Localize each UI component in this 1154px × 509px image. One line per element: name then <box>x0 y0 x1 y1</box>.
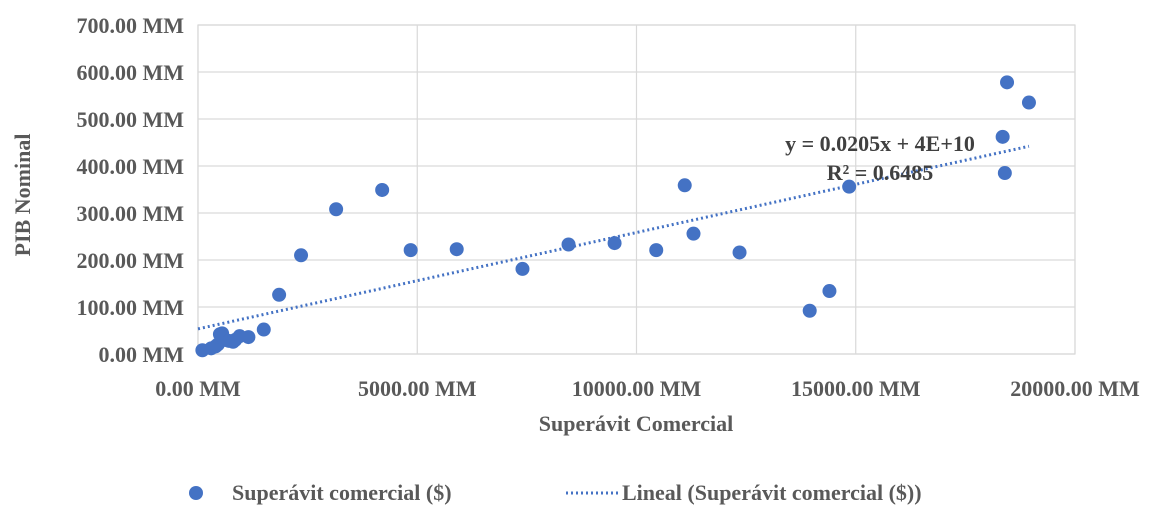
x-tick-label: 15000.00 MM <box>791 376 921 401</box>
legend-label-trendline: Lineal (Superávit comercial ($)) <box>622 480 922 505</box>
data-point <box>256 322 271 337</box>
x-tick-label: 10000.00 MM <box>572 376 702 401</box>
y-tick-label: 600.00 MM <box>76 60 184 85</box>
y-axis-title: PIB Nominal <box>10 134 35 257</box>
y-tick-label: 500.00 MM <box>76 107 184 132</box>
legend-marker-series-1 <box>189 486 203 500</box>
data-point <box>272 287 287 302</box>
y-tick-label: 0.00 MM <box>98 342 184 367</box>
data-point <box>294 248 309 263</box>
data-point <box>802 303 817 318</box>
data-point <box>375 182 390 197</box>
legend: Superávit comercial ($) Lineal (Superávi… <box>189 480 922 505</box>
y-tick-label: 100.00 MM <box>76 295 184 320</box>
data-point <box>649 243 664 258</box>
y-tick-label: 400.00 MM <box>76 154 184 179</box>
x-axis-ticks: 0.00 MM 5000.00 MM 10000.00 MM 15000.00 MM 2… <box>155 376 1140 401</box>
x-tick-label: 0.00 MM <box>155 376 241 401</box>
data-point <box>403 243 418 258</box>
data-point <box>329 202 344 217</box>
plot-frame <box>197 24 1076 355</box>
trend-equation: y = 0.0205x + 4E+10 <box>785 131 975 156</box>
data-point <box>1021 95 1036 110</box>
y-axis-ticks: 0.00 MM 100.00 MM 200.00 MM 300.00 MM 400.00… <box>76 13 184 367</box>
data-point <box>822 284 837 299</box>
x-tick-label: 20000.00 MM <box>1010 376 1140 401</box>
trend-r-squared: R² = 0.6485 <box>827 160 934 185</box>
data-point <box>842 179 857 194</box>
data-point <box>561 237 576 252</box>
data-point <box>732 245 747 260</box>
y-tick-label: 300.00 MM <box>76 201 184 226</box>
data-point <box>995 129 1010 144</box>
data-point <box>997 166 1012 181</box>
data-point <box>449 242 464 257</box>
data-point <box>686 226 701 241</box>
data-point <box>241 330 256 345</box>
data-point <box>677 178 692 193</box>
x-axis-title: Superávit Comercial <box>539 411 734 436</box>
data-point <box>607 236 622 251</box>
legend-label-series-1: Superávit comercial ($) <box>232 480 452 505</box>
y-tick-label: 700.00 MM <box>76 13 184 38</box>
x-tick-label: 5000.00 MM <box>358 376 477 401</box>
y-tick-label: 200.00 MM <box>76 248 184 273</box>
data-points <box>195 75 1036 358</box>
data-point <box>1000 75 1015 90</box>
data-point <box>515 261 530 276</box>
grid-lines <box>197 24 1076 355</box>
